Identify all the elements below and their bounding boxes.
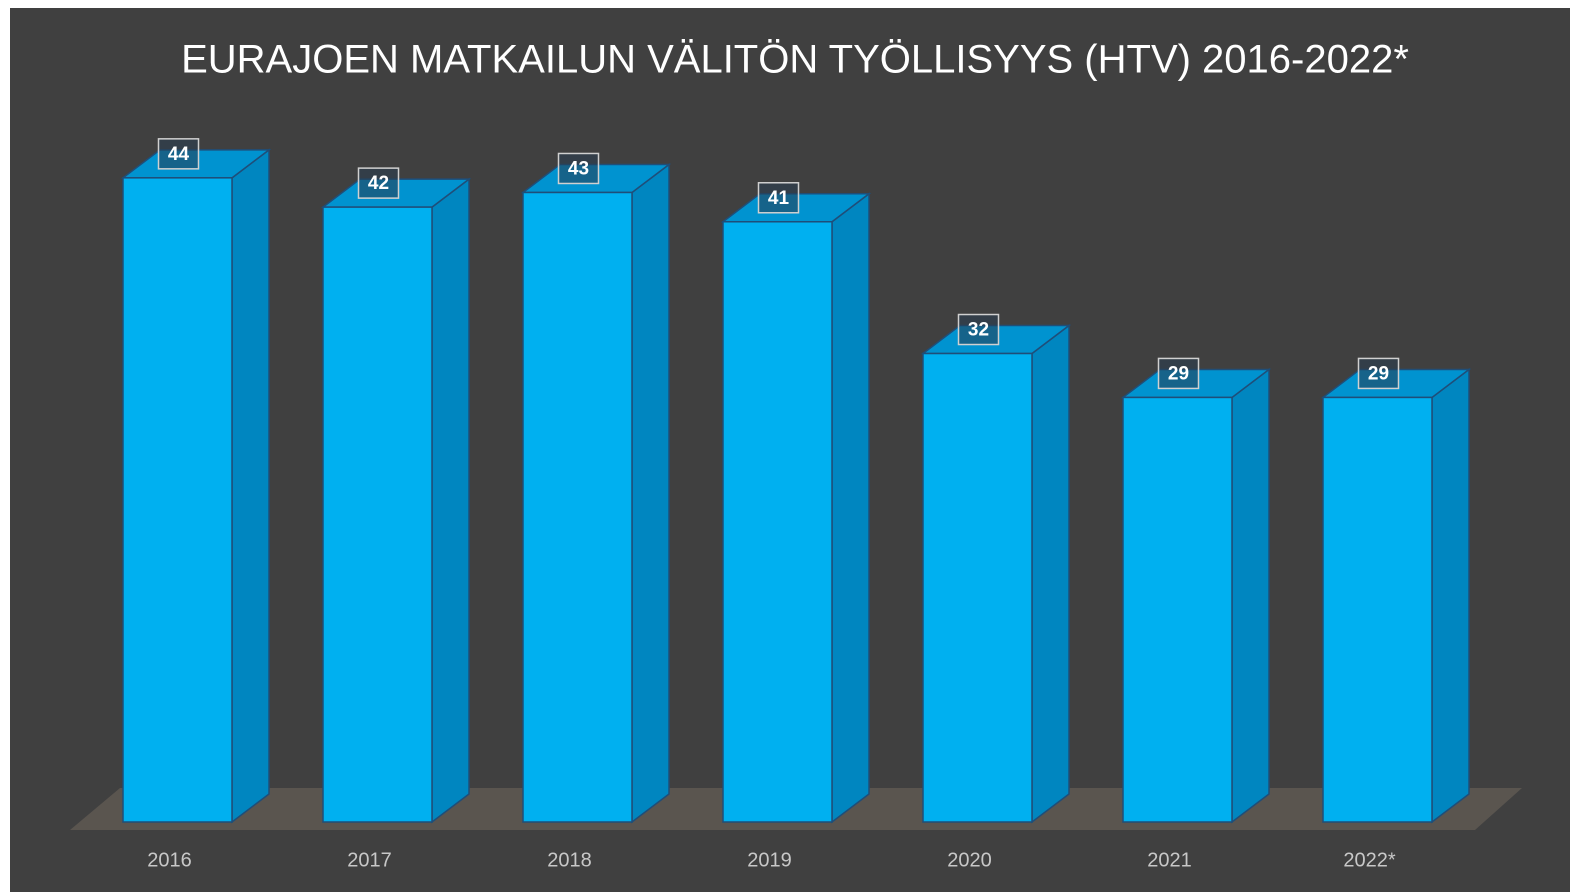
data-label-box	[757, 182, 800, 214]
x-tick-label: 2018	[547, 849, 592, 871]
bar	[922, 352, 1033, 823]
bar-side	[1231, 367, 1270, 824]
data-label-box	[557, 152, 600, 185]
data-label: 32	[968, 320, 989, 341]
bar	[322, 206, 433, 823]
bar	[722, 221, 833, 823]
data-label-box	[357, 167, 400, 199]
data-label: 42	[368, 173, 389, 194]
x-tick-label: 2016	[147, 849, 192, 871]
data-label-box	[157, 138, 200, 170]
bar-side	[1031, 324, 1070, 824]
bar-side	[1431, 367, 1470, 824]
bar-side	[831, 192, 870, 824]
data-label: 29	[1368, 363, 1389, 384]
bar-side	[231, 148, 270, 824]
x-tick-label: 2017	[347, 849, 392, 871]
data-label: 29	[1168, 363, 1189, 384]
bar	[1322, 396, 1433, 823]
data-label-box	[1357, 357, 1400, 390]
data-label: 41	[768, 188, 790, 209]
bar	[122, 177, 233, 823]
x-tick-label: 2019	[747, 849, 792, 871]
bar-side	[431, 177, 470, 824]
x-tick-label: 2022*	[1343, 849, 1395, 871]
bar-side	[631, 162, 670, 824]
chart-title: EURAJOEN MATKAILUN VÄLITÖN TYÖLLISYYS (H…	[181, 38, 1409, 82]
bar	[1122, 396, 1233, 823]
x-tick-label: 2021	[1147, 849, 1192, 871]
data-label: 44	[168, 144, 190, 165]
x-tick-label: 2020	[947, 849, 992, 871]
bar	[522, 191, 633, 823]
data-label-box	[957, 313, 1000, 346]
data-label: 43	[568, 158, 589, 179]
data-label-box	[1157, 357, 1200, 390]
